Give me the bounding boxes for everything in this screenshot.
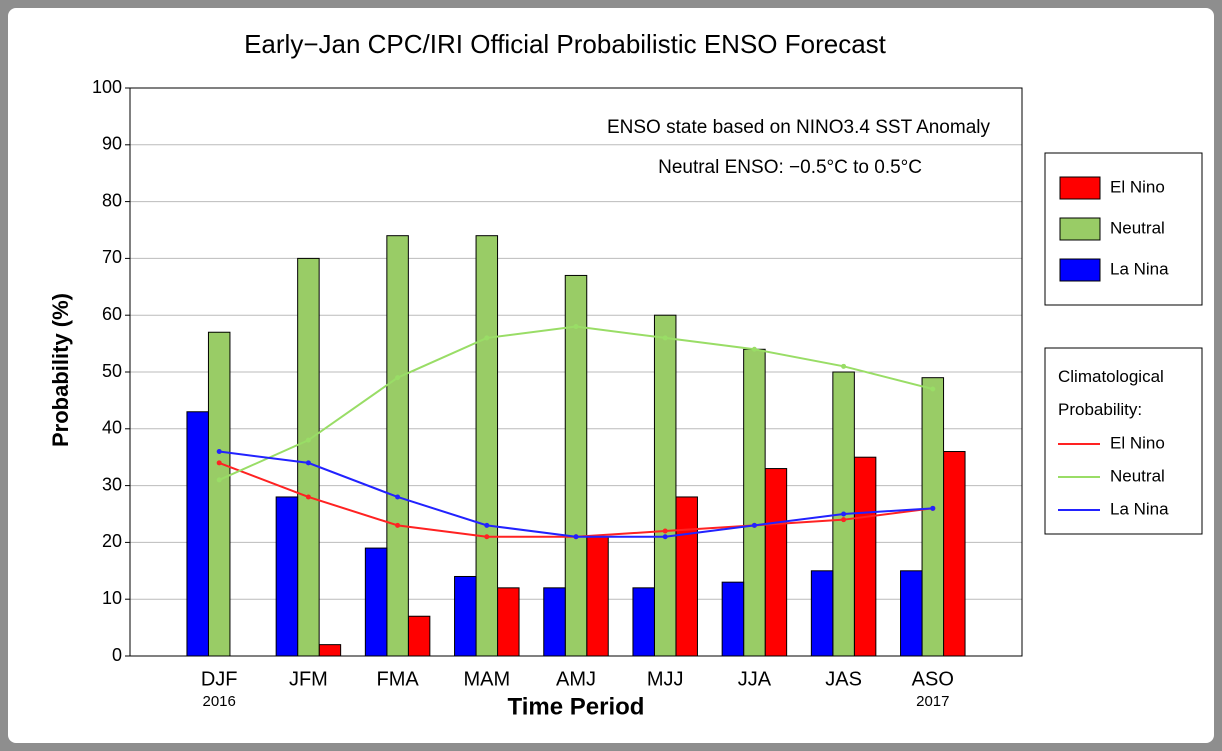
climatology-point: [662, 528, 668, 534]
bar: [454, 575, 477, 657]
x-tick-label: MJJ: [647, 668, 684, 690]
climatology-point: [751, 522, 757, 528]
climatology-point: [395, 494, 401, 500]
y-tick-label: 50: [102, 361, 122, 381]
legend-label: Neutral: [1110, 466, 1165, 485]
y-tick-label: 80: [102, 190, 122, 210]
bar: [586, 536, 609, 657]
legend-swatch: [1059, 258, 1101, 282]
bar: [743, 348, 766, 657]
y-tick-label: 60: [102, 304, 122, 324]
legend-label: La Nina: [1110, 259, 1169, 278]
bar: [364, 547, 388, 657]
climatology-point: [573, 534, 579, 540]
bar: [543, 587, 566, 657]
bar: [943, 451, 966, 657]
legend-swatch: [1059, 176, 1101, 200]
climatology-point: [841, 517, 847, 523]
climatology-point: [662, 335, 668, 341]
climatology-point: [930, 386, 936, 392]
chart-title: Early−Jan CPC/IRI Official Probabilistic…: [244, 29, 887, 59]
bar: [297, 257, 320, 657]
bar: [207, 331, 231, 657]
climatology-point: [216, 460, 222, 466]
bar: [921, 377, 945, 657]
climatology-point: [662, 534, 668, 540]
bar: [564, 274, 588, 657]
climatology-point: [484, 522, 490, 528]
climatology-point: [305, 437, 311, 443]
climatology-point: [841, 363, 847, 369]
annotation: Neutral ENSO: −0.5°C to 0.5°C: [658, 157, 922, 178]
bar: [318, 644, 342, 657]
bar: [853, 456, 877, 657]
climatology-point: [484, 335, 490, 341]
bar: [186, 411, 209, 657]
x-tick-label: JFM: [289, 668, 328, 690]
y-tick-label: 0: [112, 645, 122, 665]
climatology-point: [216, 449, 222, 455]
y-tick-label: 30: [102, 474, 122, 494]
y-tick-label: 20: [102, 531, 122, 551]
climatology-point: [484, 534, 490, 540]
x-tick-label: AMJ: [556, 668, 596, 690]
climatology-point: [841, 511, 847, 517]
bar: [632, 587, 655, 657]
x-tick-label: JJA: [738, 668, 772, 690]
bar: [721, 581, 745, 657]
x-axis-label: Time Period: [508, 693, 645, 720]
bar: [675, 496, 698, 657]
climatology-point: [305, 494, 311, 500]
x-year-label: 2017: [916, 693, 949, 710]
y-tick-label: 10: [102, 588, 122, 608]
bar: [386, 235, 409, 657]
y-tick-label: 90: [102, 134, 122, 154]
climatology-point: [751, 346, 757, 352]
annotation: ENSO state based on NINO3.4 SST Anomaly: [607, 117, 991, 138]
bar: [407, 615, 431, 657]
x-tick-label: MAM: [463, 668, 510, 690]
x-tick-label: ASO: [912, 668, 954, 690]
x-year-label: 2016: [203, 693, 236, 710]
legend-label: El Nino: [1110, 177, 1165, 196]
bar: [900, 570, 923, 657]
bar: [653, 314, 677, 657]
y-axis-label: Probability (%): [48, 293, 73, 447]
climatology-point: [395, 375, 401, 381]
climatology-point: [395, 522, 401, 528]
legend-label: La Nina: [1110, 499, 1169, 518]
x-tick-label: DJF: [201, 668, 238, 690]
bar: [497, 587, 520, 657]
bar: [475, 235, 499, 657]
legend-label: El Nino: [1110, 433, 1165, 452]
climatology-point: [305, 460, 311, 466]
climatology-point: [930, 505, 936, 511]
legend-swatch: [1059, 217, 1101, 241]
x-tick-label: JAS: [825, 668, 862, 690]
y-tick-label: 70: [102, 247, 122, 267]
y-tick-label: 40: [102, 418, 122, 438]
legend-box: [1044, 347, 1203, 535]
plot-border: [129, 87, 1023, 657]
bar: [275, 496, 299, 657]
y-tick-label: 100: [92, 77, 122, 97]
bar: [810, 570, 834, 657]
x-tick-label: FMA: [376, 668, 419, 690]
climatology-point: [573, 324, 579, 330]
legend-label: Neutral: [1110, 218, 1165, 237]
legend-title: Climatological Probability:: [1058, 367, 1164, 419]
bar: [764, 468, 788, 657]
climatology-point: [216, 477, 222, 483]
